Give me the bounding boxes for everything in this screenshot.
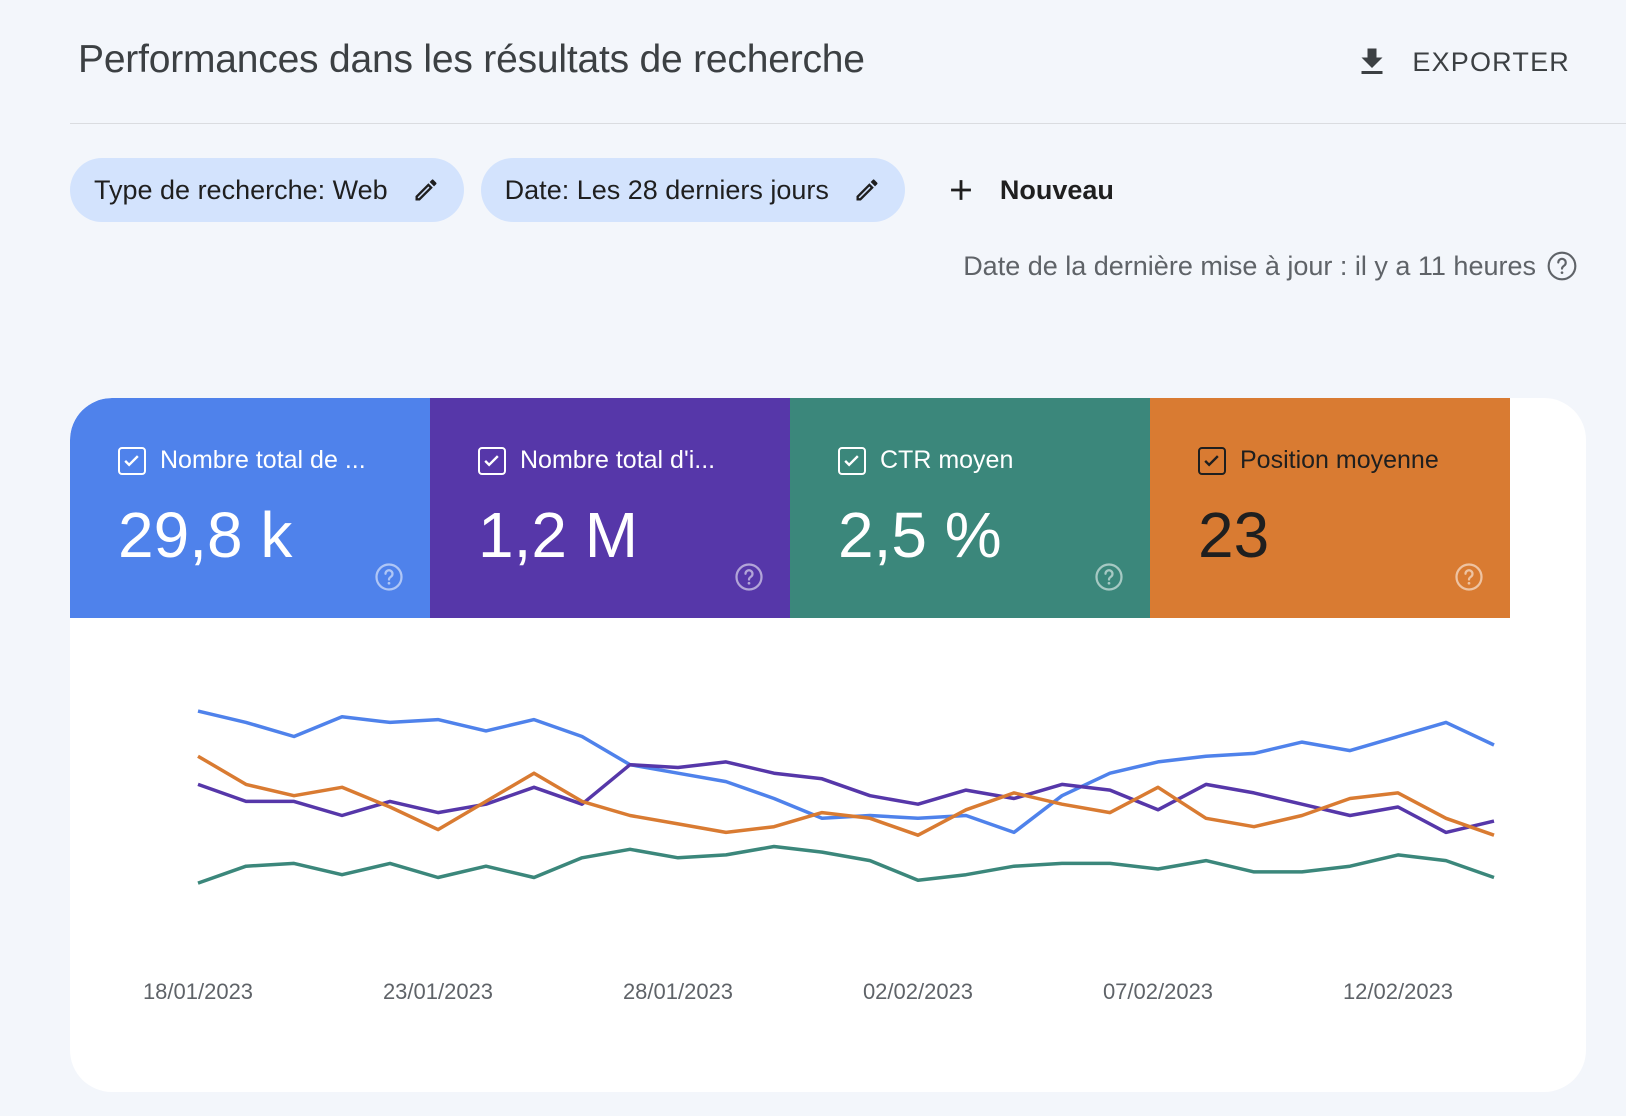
plus-icon xyxy=(950,180,971,200)
check-icon xyxy=(484,454,499,467)
new-filter-button[interactable]: Nouveau xyxy=(944,158,1114,222)
performance-card: Nombre total de ... 29,8 k Nombre total … xyxy=(70,398,1586,1092)
metric-label: Position moyenne xyxy=(1240,446,1439,474)
help-icon[interactable] xyxy=(1094,562,1124,592)
export-button[interactable]: EXPORTER xyxy=(1354,36,1570,88)
check-icon xyxy=(1204,454,1219,467)
metric-label: CTR moyen xyxy=(880,446,1014,474)
x-tick-label: 18/01/2023 xyxy=(143,979,253,1004)
filter-chip-label: Date: Les 28 derniers jours xyxy=(504,174,829,205)
performance-line-chart[interactable]: 18/01/2023 23/01/2023 28/01/2023 02/02/2023… xyxy=(70,618,1586,1092)
page-title: Performances dans les résultats de reche… xyxy=(78,38,865,81)
metric-value: 2,5 % xyxy=(838,499,1002,571)
series-line-2 xyxy=(197,844,1495,885)
metric-value: 29,8 k xyxy=(118,499,293,571)
metric-value: 1,2 M xyxy=(478,499,639,571)
metric-tiles: Nombre total de ... 29,8 k Nombre total … xyxy=(70,398,1510,618)
checkbox-checked[interactable] xyxy=(838,446,866,475)
metric-tile-clicks[interactable]: Nombre total de ... 29,8 k xyxy=(70,398,430,618)
download-icon xyxy=(1361,48,1383,74)
filter-chip-search-type[interactable]: Type de recherche: Web xyxy=(70,158,464,222)
export-label: EXPORTER xyxy=(1412,46,1570,77)
help-icon[interactable] xyxy=(734,562,764,592)
x-tick-label: 23/01/2023 xyxy=(383,979,493,1004)
help-icon[interactable] xyxy=(374,562,404,592)
metric-tile-impressions[interactable]: Nombre total d'i... 1,2 M xyxy=(430,398,790,618)
filter-chip-date[interactable]: Date: Les 28 derniers jours xyxy=(480,158,905,222)
metric-value: 23 xyxy=(1198,499,1270,571)
pencil-icon xyxy=(856,179,878,201)
x-tick-label: 02/02/2023 xyxy=(863,979,973,1004)
series-line-3 xyxy=(197,754,1495,837)
x-tick-label: 12/02/2023 xyxy=(1343,979,1453,1004)
last-update-text: Date de la dernière mise à jour : il y a… xyxy=(963,250,1536,281)
header-divider xyxy=(70,123,1626,124)
new-filter-label: Nouveau xyxy=(999,174,1114,205)
checkbox-checked[interactable] xyxy=(478,446,506,475)
checkbox-checked[interactable] xyxy=(1198,446,1226,475)
check-icon xyxy=(124,454,139,467)
x-tick-label: 07/02/2023 xyxy=(1103,979,1213,1004)
help-icon[interactable] xyxy=(1546,250,1578,282)
filter-chip-label: Type de recherche: Web xyxy=(94,174,388,205)
help-icon[interactable] xyxy=(1454,562,1484,592)
series-line-1 xyxy=(197,760,1495,835)
metric-label: Nombre total de ... xyxy=(160,446,366,474)
filter-bar: Type de recherche: Web Date: Les 28 dern… xyxy=(70,158,1114,222)
checkbox-checked[interactable] xyxy=(118,446,146,475)
check-icon xyxy=(844,454,859,467)
metric-tile-ctr[interactable]: CTR moyen 2,5 % xyxy=(790,398,1150,618)
pencil-icon xyxy=(415,179,437,201)
metric-tile-position[interactable]: Position moyenne 23 xyxy=(1150,398,1510,618)
metric-label: Nombre total d'i... xyxy=(520,446,716,474)
last-update: Date de la dernière mise à jour : il y a… xyxy=(963,250,1578,282)
page-header: Performances dans les résultats de reche… xyxy=(0,0,1626,124)
x-tick-label: 28/01/2023 xyxy=(623,979,733,1004)
